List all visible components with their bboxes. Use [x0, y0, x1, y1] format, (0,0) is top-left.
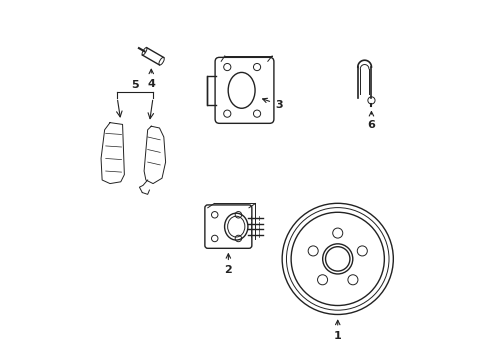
Text: 2: 2: [224, 254, 232, 275]
Text: 3: 3: [262, 98, 282, 110]
Text: 5: 5: [131, 80, 139, 90]
Text: 4: 4: [147, 69, 155, 89]
Text: 6: 6: [367, 112, 375, 130]
Text: 1: 1: [333, 320, 341, 341]
